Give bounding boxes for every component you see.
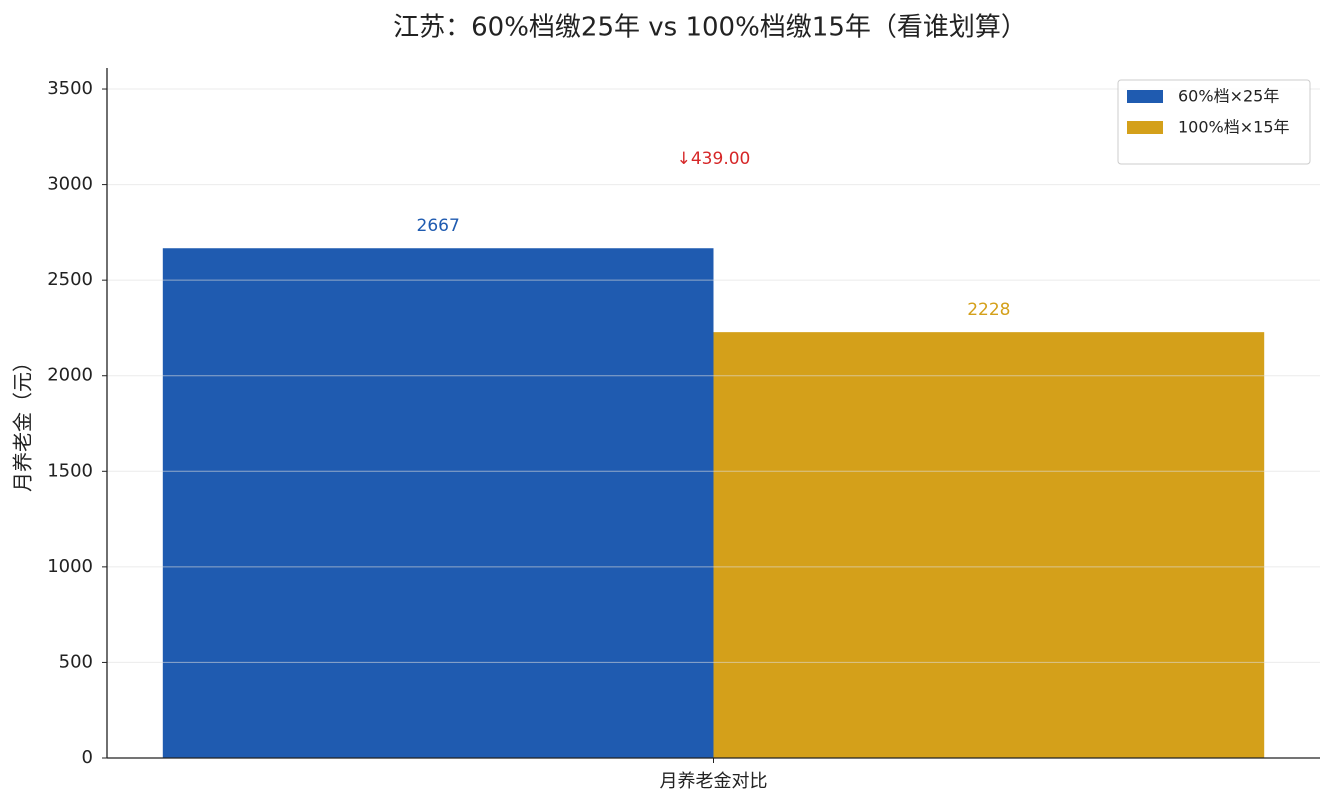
chart-title: 江苏：60%档缴25年 vs 100%档缴15年（看谁划算） bbox=[393, 13, 1027, 43]
legend-swatch bbox=[1127, 90, 1163, 103]
y-tick-label: 0 bbox=[82, 747, 93, 768]
bar bbox=[162, 248, 714, 758]
y-tick-label: 1000 bbox=[47, 556, 93, 577]
y-tick-label: 1500 bbox=[47, 460, 93, 481]
y-tick-label: 3500 bbox=[47, 78, 93, 99]
y-axis-label: 月养老金（元） bbox=[11, 352, 35, 492]
y-tick-label: 2500 bbox=[47, 269, 93, 290]
legend-box bbox=[1117, 79, 1311, 165]
legend-label: 100%档×15年 bbox=[1178, 118, 1290, 137]
data-label: 2228 bbox=[967, 300, 1010, 320]
bar bbox=[713, 332, 1265, 758]
y-tick-label: 2000 bbox=[47, 365, 93, 386]
x-tick-label: 月养老金对比 bbox=[660, 771, 768, 792]
y-tick-label: 3000 bbox=[47, 174, 93, 195]
y-tick-label: 500 bbox=[59, 651, 93, 672]
legend-label: 60%档×25年 bbox=[1178, 87, 1279, 106]
annotation: ↓439.00 bbox=[677, 149, 751, 169]
legend-swatch bbox=[1127, 121, 1163, 134]
data-label: 2667 bbox=[417, 216, 460, 236]
